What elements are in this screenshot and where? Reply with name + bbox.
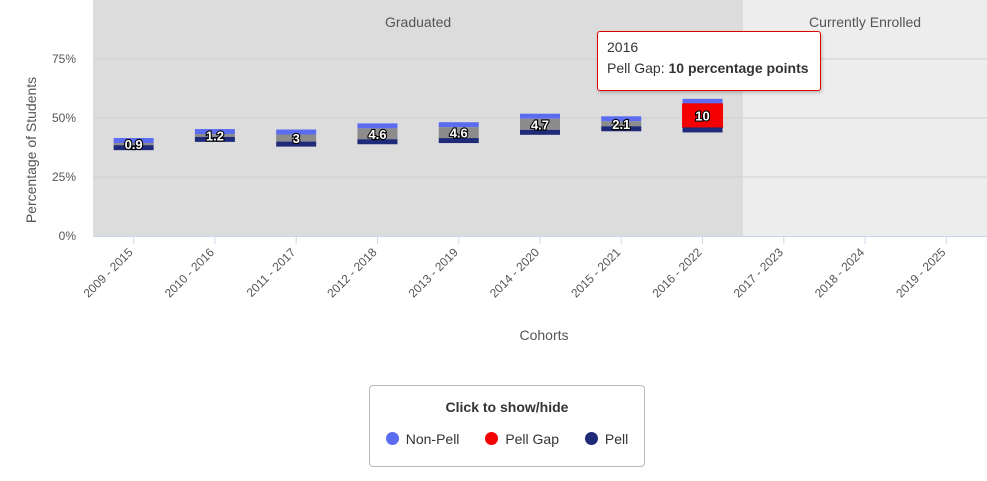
chart-tooltip: 2016 Pell Gap: 10 percentage points <box>597 31 821 91</box>
bar-pell <box>194 136 235 142</box>
legend-item-pell-gap[interactable]: Pell Gap <box>485 431 559 447</box>
bar-pell <box>357 139 398 145</box>
x-tick-label: 2013 - 2019 <box>406 245 461 300</box>
x-tick-label: 2017 - 2023 <box>731 245 786 300</box>
bar-pell-gap <box>438 127 479 139</box>
bar-non-pell <box>682 98 723 104</box>
bar-gap-label: 4.6 <box>368 127 386 142</box>
bar-non-pell <box>276 129 317 135</box>
bar-pell <box>438 138 479 144</box>
bar-gap-label: 2.1 <box>612 117 630 132</box>
x-tick-label: 2014 - 2020 <box>487 245 542 300</box>
bar-pell-gap <box>520 118 560 130</box>
legend-items: Non-Pell Pell Gap Pell <box>370 431 644 447</box>
bar-pell <box>113 145 154 151</box>
tooltip-gap-line: Pell Gap: 10 percentage points <box>607 60 820 76</box>
bar-pell-gap <box>357 128 398 140</box>
non-pell-dot-icon <box>385 432 399 445</box>
x-tick-label: 2012 - 2018 <box>324 245 379 300</box>
legend: Click to show/hide Non-Pell Pell Gap Pel… <box>369 385 645 467</box>
plot-band-label-graduated: Graduated <box>385 14 451 30</box>
y-tick-label: 75% <box>52 52 76 66</box>
x-tick-label: 2010 - 2016 <box>162 245 217 300</box>
x-tick-label: 2009 - 2015 <box>81 245 136 300</box>
legend-item-non-pell[interactable]: Non-Pell <box>385 431 460 447</box>
chart-svg: Graduated Currently Enrolled 0% 25% 50% 75% 20… <box>23 0 987 343</box>
x-tick-label: 2018 - 2024 <box>812 245 867 300</box>
x-tick-label: 2015 - 2021 <box>568 245 623 300</box>
bar-non-pell <box>438 122 479 128</box>
bar-pell <box>682 127 723 133</box>
bar-gap-label: 1.2 <box>206 128 224 143</box>
legend-label-non-pell: Non-Pell <box>405 431 460 447</box>
x-tick-label: 2016 - 2022 <box>649 245 704 300</box>
x-tick-label: 2011 - 2017 <box>244 245 299 300</box>
bar-gap-label: 4.6 <box>450 126 468 141</box>
legend-label-pell-gap: Pell Gap <box>505 431 560 447</box>
bar-gap-label: 3 <box>293 131 300 146</box>
pell-gap-dot-icon <box>485 432 499 445</box>
legend-label-pell: Pell <box>604 431 629 447</box>
bar-pell <box>520 129 560 135</box>
bar-non-pell <box>113 138 154 144</box>
tooltip-label: Pell Gap: <box>607 60 665 76</box>
tooltip-value: 10 percentage points <box>668 60 809 76</box>
bar-non-pell <box>357 123 398 129</box>
bar-non-pell <box>520 113 560 119</box>
bar-pell-gap <box>113 143 154 146</box>
x-tick-label: 2019 - 2025 <box>893 245 948 300</box>
bar-gap-label: 4.7 <box>531 117 549 132</box>
y-tick-label: 50% <box>52 111 76 125</box>
bar-non-pell <box>601 116 642 122</box>
bar-pell-gap <box>601 121 642 127</box>
bar-non-pell <box>194 129 235 135</box>
x-axis-title: Cohorts <box>519 327 568 343</box>
bar-pell <box>276 141 317 147</box>
bar-gap-label: 0.9 <box>125 137 143 152</box>
y-axis-title: Percentage of Students <box>23 77 39 223</box>
pell-dot-icon <box>584 432 598 445</box>
y-tick-label: 0% <box>59 229 77 243</box>
legend-title: Click to show/hide <box>445 399 569 415</box>
y-tick-label: 25% <box>52 170 76 184</box>
legend-item-pell[interactable]: Pell <box>584 431 629 447</box>
bar-pell-gap <box>194 134 235 137</box>
bar-pell-gap <box>276 134 317 142</box>
plot-band-label-enrolled: Currently Enrolled <box>809 14 921 30</box>
bar-pell <box>601 126 642 132</box>
bar-gap-label: 10 <box>695 109 709 124</box>
bar-pell-gap <box>682 103 724 128</box>
tooltip-cohort: 2016 <box>607 39 639 55</box>
